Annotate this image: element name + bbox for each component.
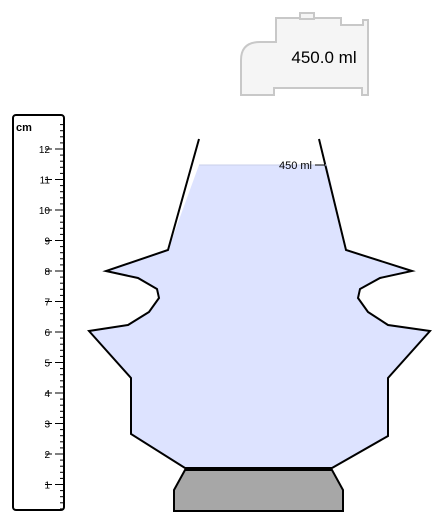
ruler-tick-label: 6 <box>44 328 50 339</box>
ruler-tick-label: 8 <box>44 267 50 278</box>
faucet-body-icon[interactable] <box>240 17 369 96</box>
fill-level-marker-label: 450 ml <box>279 160 312 172</box>
faucet[interactable]: 450.0 ml <box>240 12 369 96</box>
ruler-tick-label: 3 <box>44 420 50 431</box>
ruler-tick-label: 2 <box>44 450 50 461</box>
ruler-tick-label: 7 <box>44 298 50 309</box>
ruler-tick-label: 4 <box>44 389 50 400</box>
ruler-tick-label: 1 <box>44 481 50 492</box>
flow-readout: 450.0 ml <box>291 48 356 67</box>
ruler-tick-label: 5 <box>44 359 50 370</box>
ruler-tick-label: 10 <box>39 206 51 217</box>
container-base <box>173 469 344 512</box>
ruler-unit-label: cm <box>16 122 32 134</box>
ruler-body[interactable] <box>12 114 65 511</box>
ruler-tick-label: 11 <box>40 176 51 187</box>
faucet-handle-icon[interactable] <box>299 12 315 20</box>
container: 450 ml <box>87 138 432 512</box>
water-fill <box>89 165 430 468</box>
container-outline <box>87 138 432 469</box>
ruler-tick-label: 9 <box>44 237 50 248</box>
ruler-tick-label: 12 <box>39 145 51 156</box>
